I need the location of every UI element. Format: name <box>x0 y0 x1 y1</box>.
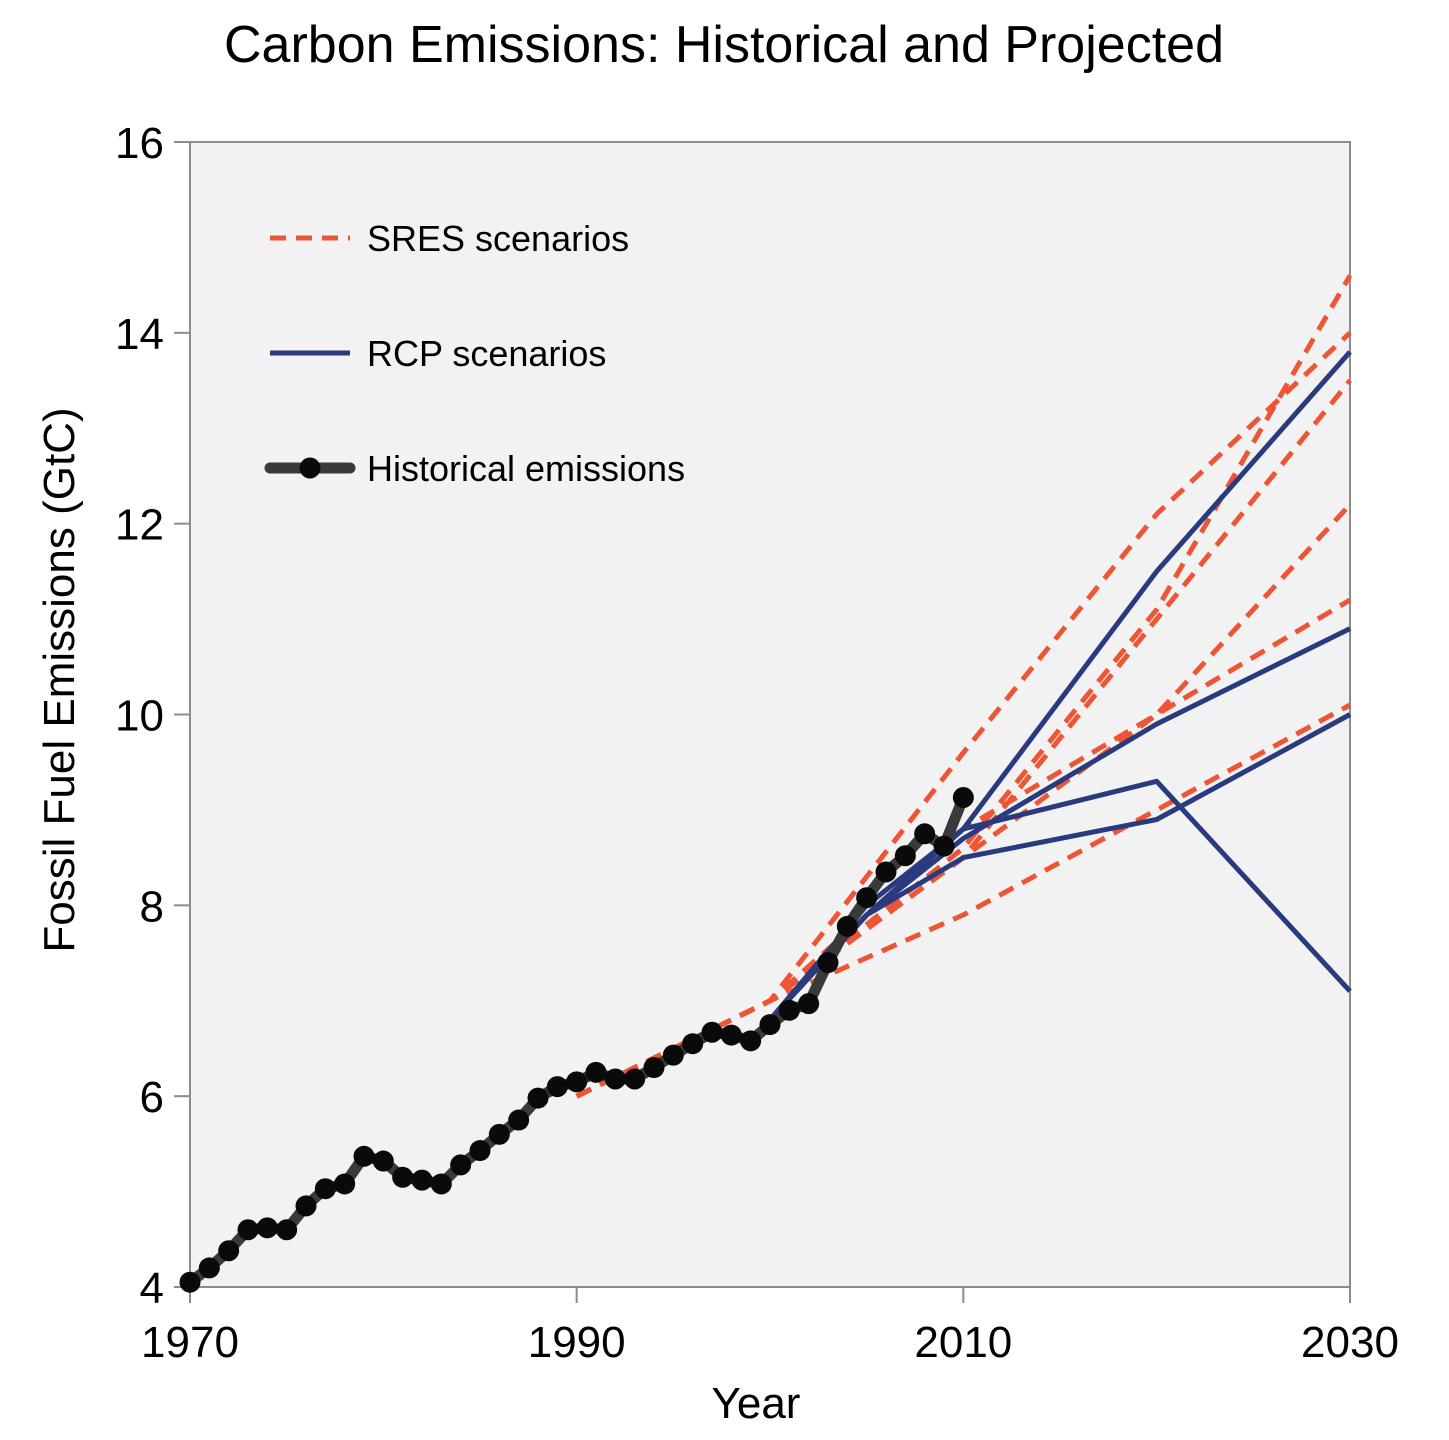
x-axis-title: Year <box>712 1379 801 1428</box>
historical-point <box>276 1219 298 1241</box>
historical-point <box>701 1021 723 1043</box>
historical-point <box>469 1140 491 1162</box>
legend-label: SRES scenarios <box>367 218 629 259</box>
legend-item: SRES scenarios <box>270 218 629 259</box>
historical-point <box>295 1195 317 1217</box>
x-tick-label: 1970 <box>141 1318 239 1367</box>
historical-point <box>179 1271 201 1293</box>
historical-point <box>488 1123 510 1145</box>
x-axis: 1970 1990 2010 2030 <box>141 1286 1399 1367</box>
historical-point <box>875 861 897 883</box>
y-tick-label: 12 <box>115 501 164 550</box>
historical-point <box>508 1109 530 1131</box>
historical-point <box>662 1044 684 1066</box>
historical-point <box>778 999 800 1021</box>
historical-point <box>546 1076 568 1098</box>
historical-point <box>585 1061 607 1083</box>
x-tick-label: 1990 <box>528 1318 626 1367</box>
historical-point <box>237 1219 259 1241</box>
historical-point <box>952 787 974 809</box>
y-axis-title: Fossil Fuel Emissions (GtC) <box>35 407 84 952</box>
historical-point <box>314 1178 336 1200</box>
historical-point <box>450 1154 472 1176</box>
y-tick-label: 8 <box>140 882 164 931</box>
historical-point <box>353 1145 375 1167</box>
historical-point <box>798 993 820 1015</box>
historical-point <box>933 835 955 857</box>
legend: SRES scenarios RCP scenarios Historical em… <box>264 218 685 489</box>
legend-swatch-marker <box>299 457 321 479</box>
y-tick-label: 14 <box>115 310 164 359</box>
historical-point <box>604 1068 626 1090</box>
historical-point <box>430 1173 452 1195</box>
y-axis: 4 6 8 10 12 14 16 <box>115 119 191 1313</box>
historical-point <box>894 845 916 867</box>
legend-item: Historical emissions <box>264 448 685 489</box>
historical-point <box>218 1240 240 1262</box>
historical-point <box>411 1169 433 1191</box>
y-tick-label: 10 <box>115 692 164 741</box>
historical-point <box>856 887 878 909</box>
historical-point <box>914 823 936 845</box>
historical-point <box>256 1217 278 1239</box>
legend-label: RCP scenarios <box>367 333 606 374</box>
historical-point <box>740 1030 762 1052</box>
historical-point <box>720 1024 742 1046</box>
legend-item: RCP scenarios <box>270 333 606 374</box>
historical-point <box>643 1057 665 1079</box>
historical-point <box>624 1068 646 1090</box>
historical-point <box>198 1257 220 1279</box>
historical-point <box>836 915 858 937</box>
historical-point <box>334 1173 356 1195</box>
y-tick-label: 16 <box>115 119 164 168</box>
y-tick-label: 4 <box>140 1264 164 1313</box>
historical-point <box>372 1150 394 1172</box>
chart-title: Carbon Emissions: Historical and Project… <box>224 16 1224 74</box>
plot-background <box>189 141 1351 1288</box>
historical-point <box>392 1166 414 1188</box>
historical-point <box>566 1071 588 1093</box>
series-layer <box>179 274 1353 1293</box>
y-tick-label: 6 <box>140 1073 164 1122</box>
legend-label: Historical emissions <box>367 448 685 489</box>
x-tick-label: 2030 <box>1301 1318 1399 1367</box>
historical-point <box>759 1014 781 1036</box>
x-tick-label: 2010 <box>914 1318 1012 1367</box>
historical-point <box>527 1087 549 1109</box>
historical-point <box>817 952 839 974</box>
historical-point <box>682 1033 704 1055</box>
